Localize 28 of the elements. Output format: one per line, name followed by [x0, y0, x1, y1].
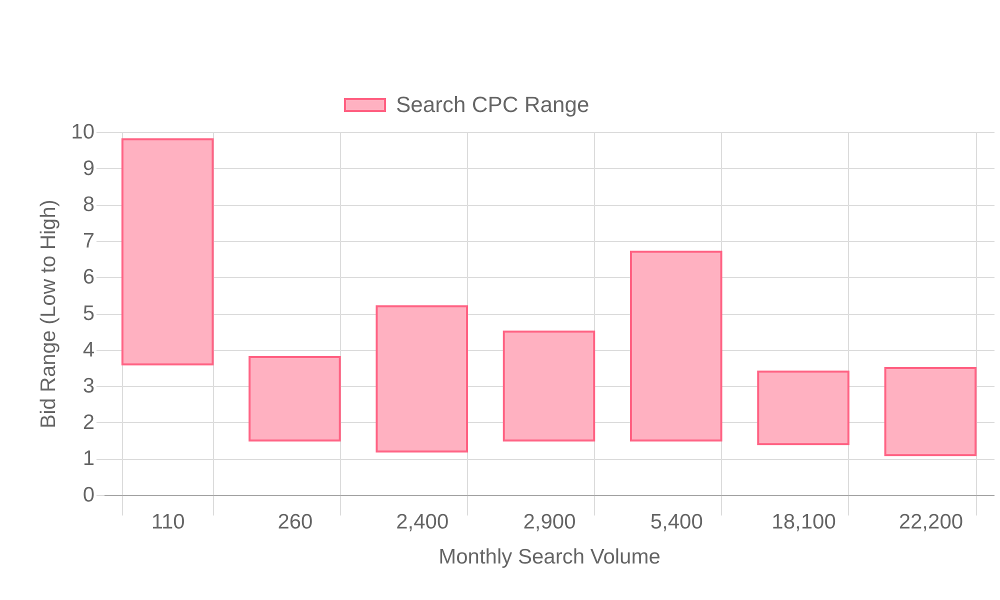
bar [884, 366, 977, 456]
x-tick-label: 2,400 [396, 510, 449, 534]
bar [121, 138, 214, 366]
y-tick-label: 7 [82, 229, 94, 252]
y-tick-label: 9 [82, 156, 94, 180]
bar [757, 370, 850, 446]
x-tick-label: 22,200 [898, 510, 964, 534]
bar [376, 305, 468, 452]
y-tick-label: 4 [82, 338, 95, 362]
bar [630, 250, 722, 442]
x-axis-title: Monthly Search Volume [438, 546, 660, 568]
x-tick-label: 18,100 [772, 510, 836, 534]
x-tick-label: 260 [278, 510, 313, 534]
bar [248, 356, 341, 442]
y-tick-label: 5 [82, 302, 94, 325]
y-axis-title: Bid Range (Low to High) [37, 200, 60, 428]
legend-label: Search CPC Range [396, 92, 590, 117]
x-tick-label: 2,900 [523, 510, 576, 534]
y-tick-label: 3 [82, 374, 94, 398]
y-tick-label: 10 [71, 120, 94, 144]
x-tick-label: 110 [151, 510, 185, 534]
y-tick-label: 1 [82, 447, 94, 470]
bar [502, 330, 596, 442]
y-tick-label: 2 [82, 410, 94, 434]
x-tick-label: 5,400 [650, 510, 703, 534]
y-tick-label: 0 [82, 484, 94, 506]
y-tick-label: 8 [82, 193, 94, 216]
y-tick-label: 6 [82, 266, 94, 289]
